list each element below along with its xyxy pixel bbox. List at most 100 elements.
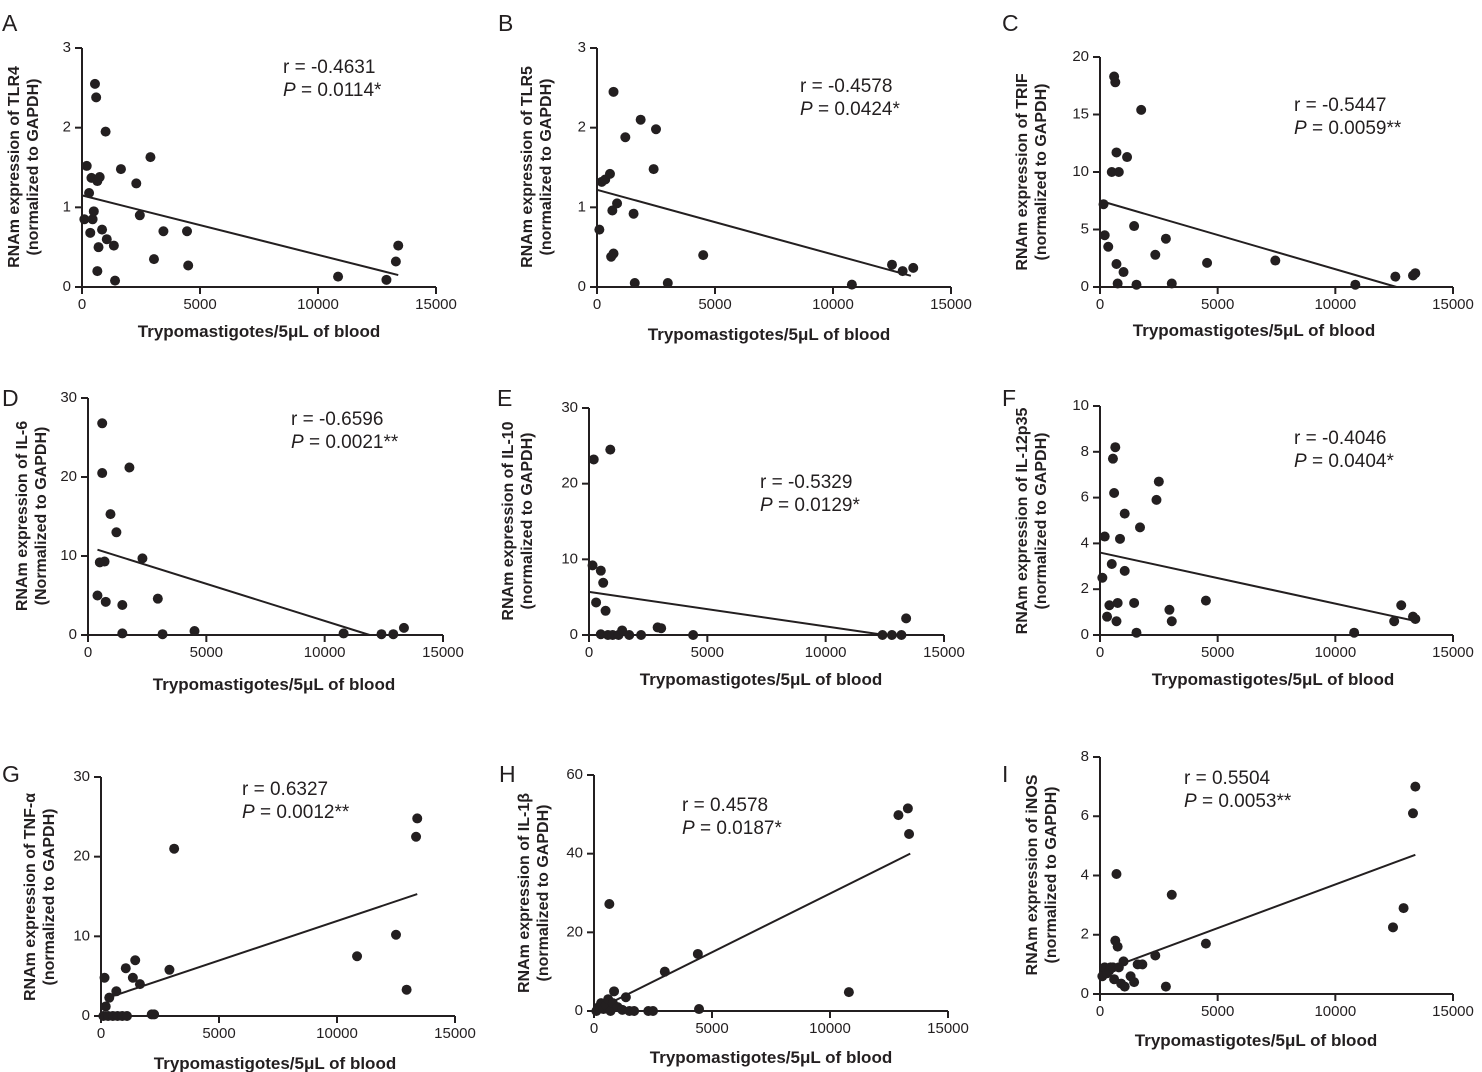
- data-point: [1106, 559, 1117, 570]
- x-tick-label: 5000: [1201, 1003, 1234, 1020]
- x-tick-label: 0: [97, 1025, 105, 1042]
- panel-letter: C: [1002, 10, 1019, 36]
- data-point: [635, 114, 646, 125]
- data-point: [609, 986, 620, 997]
- data-point: [908, 262, 919, 273]
- panel-c: C 0 5000 10000 15000 0 5 10 15 20 Trypomastigotes/…: [1002, 10, 1474, 340]
- regression-line: [1099, 551, 1417, 623]
- y-axis-label: RNAm expression of TLR5 (normalized to GA…: [519, 66, 555, 268]
- data-point: [612, 198, 623, 209]
- x-tick-label: 0: [84, 644, 92, 661]
- x-tick-label: 0: [1096, 296, 1104, 313]
- data-point: [1109, 488, 1120, 499]
- x-tick-label: 10000: [1314, 1003, 1356, 1020]
- panel-g: G 0 5000 10000 15000 0 10 20 30 Trypomastigotes/5…: [2, 761, 476, 1072]
- panel-d: D 0 5000 10000 15000 0 10 20 30 Trypomastigotes/5…: [2, 385, 464, 694]
- p-value: P = 0.0404*: [1294, 451, 1394, 472]
- p-value: P = 0.0053**: [1184, 791, 1292, 812]
- data-point: [607, 205, 618, 216]
- data-point: [1350, 279, 1361, 290]
- y-tick-label: 30: [73, 768, 90, 785]
- data-point: [591, 597, 602, 608]
- y-axis-label-line: RNAm expression of TLR4: [6, 66, 23, 268]
- y-axis-label: RNAm expression of TNF-α (normalized to G…: [22, 793, 58, 1001]
- y-axis-label-line: (normalized to GAPDH): [25, 79, 42, 256]
- data-point: [134, 210, 145, 221]
- data-point: [1129, 977, 1140, 988]
- data-point: [598, 577, 609, 588]
- data-point: [1407, 808, 1418, 819]
- data-point: [1131, 627, 1142, 638]
- x-tick-label: 5000: [202, 1025, 235, 1042]
- y-axis-label: RNAm expression of IL-12p35 (normalized t…: [1014, 408, 1050, 635]
- data-point: [1166, 278, 1177, 289]
- data-point: [629, 278, 640, 289]
- data-point: [886, 630, 897, 640]
- data-point: [600, 605, 611, 616]
- data-point: [131, 178, 142, 189]
- data-point: [189, 626, 200, 637]
- p-value-number: = 0.0059**: [1307, 118, 1402, 139]
- panel-f: F 0 5000 10000 15000 0 2 4 6 8 10 Trypomastigotes/5…: [1002, 385, 1474, 689]
- data-point: [624, 630, 635, 640]
- y-axis-label-line: (normalized to GAPDH): [538, 79, 555, 256]
- y-tick-label: 40: [566, 845, 583, 862]
- regression-line: [105, 893, 418, 1000]
- x-tick-label: 5000: [1201, 644, 1234, 661]
- x-tick-label: 10000: [304, 644, 346, 661]
- correlation-r: r = -0.4631: [283, 57, 375, 78]
- data-point: [81, 160, 92, 171]
- data-point: [587, 560, 598, 571]
- data-point: [1122, 152, 1133, 163]
- data-point: [87, 214, 98, 225]
- x-tick-label: 10000: [1314, 644, 1356, 661]
- y-tick-label: 15: [1072, 105, 1089, 122]
- data-point: [893, 810, 904, 821]
- x-tick-label: 0: [78, 296, 86, 313]
- data-point: [1129, 597, 1140, 608]
- correlation-r: r = -0.5329: [760, 472, 852, 493]
- p-value-number: = 0.0053**: [1197, 791, 1292, 812]
- x-tick-label: 10000: [812, 296, 854, 313]
- data-point: [390, 256, 401, 267]
- x-tick-label: 5000: [698, 296, 731, 313]
- data-point: [1111, 147, 1122, 158]
- y-axis-label-line: RNAm expression of iNOS: [1024, 774, 1041, 975]
- x-tick-label: 10000: [1314, 296, 1356, 313]
- data-point: [120, 963, 131, 974]
- data-point: [1111, 616, 1122, 627]
- data-point: [130, 955, 141, 966]
- data-point: [148, 254, 159, 265]
- y-axis-label-line: (Normalized to GAPDH): [33, 427, 50, 606]
- panel-letter: B: [498, 10, 513, 36]
- p-value: P = 0.0187*: [682, 818, 782, 839]
- data-point: [92, 266, 103, 277]
- y-tick-label: 6: [1081, 807, 1089, 824]
- y-tick-label: 20: [1072, 48, 1089, 65]
- data-point: [648, 1006, 658, 1016]
- p-value: P = 0.0021**: [291, 432, 399, 453]
- data-point: [1098, 199, 1109, 210]
- x-tick-label: 10000: [805, 644, 847, 661]
- data-point: [93, 242, 104, 253]
- regression-line: [1099, 199, 1397, 288]
- data-point: [1102, 611, 1113, 622]
- data-point: [100, 126, 111, 137]
- p-value: P = 0.0012**: [242, 802, 350, 823]
- y-tick-label: 8: [1081, 748, 1089, 765]
- data-point: [164, 964, 175, 975]
- panel-a: A 0 5000 10000 15000 0 1 2 3 Trypomastigotes/5μL …: [2, 10, 457, 341]
- regression-line: [81, 194, 399, 277]
- data-point: [896, 630, 907, 640]
- y-tick-label: 30: [561, 399, 578, 416]
- panel-letter: E: [497, 385, 512, 411]
- y-axis-label: RNAm expression of IL-1β (normalized to G…: [516, 793, 552, 993]
- correlation-r: r = -0.4578: [800, 76, 892, 97]
- panel-b: B 0 5000 10000 15000 0 1 2 3 Trypomastigotes/5μL …: [498, 10, 972, 344]
- correlation-r: r = -0.4046: [1294, 428, 1386, 449]
- data-point: [1118, 267, 1129, 278]
- p-symbol: P: [291, 432, 304, 453]
- x-axis-label: Trypomastigotes/5μL of blood: [650, 1048, 892, 1067]
- x-tick-label: 10000: [297, 296, 339, 313]
